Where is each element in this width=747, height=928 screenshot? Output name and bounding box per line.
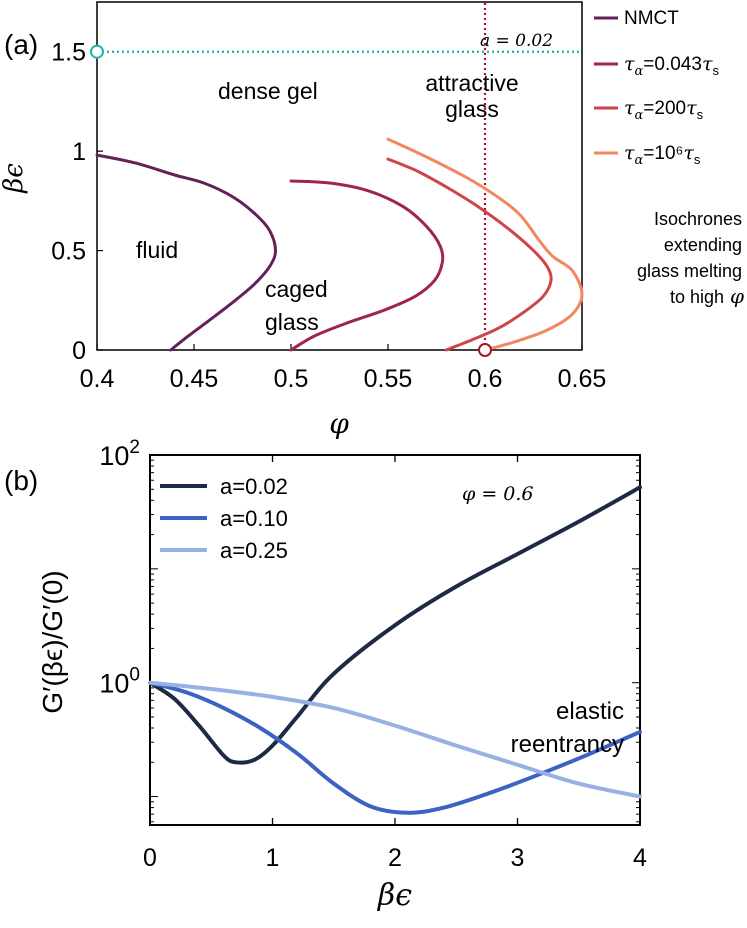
reentrancy-label: reentrancy — [511, 731, 624, 758]
a-legend-label: NMCT — [624, 8, 679, 29]
panel-b-y-ticks: 100 102 — [99, 437, 640, 823]
panel-a-frame — [96, 1, 583, 351]
caged-label: caged — [265, 276, 328, 302]
a-series-line-2 — [386, 157, 553, 352]
b-x-tick-label: 3 — [511, 844, 525, 872]
a-y-tick-label: 1 — [72, 138, 86, 166]
attractive-glass-label: glass — [445, 96, 499, 122]
panel-b-x-axis-label: βϵ — [377, 878, 412, 913]
b-series-line-2 — [148, 680, 642, 799]
panel-a: (a) 0.4 0.45 0.5 0.55 0.6 0.65 0 0.5 1 1.5 a = 0… — [0, 1, 744, 440]
caged-glass-label: glass — [265, 309, 319, 335]
panel-a-series — [95, 137, 584, 352]
b-legend-label: a=0.10 — [220, 506, 288, 531]
b-x-tick-label: 0 — [143, 844, 157, 872]
b-y-tick-label: 102 — [99, 437, 140, 471]
a-x-tick-label: 0.4 — [80, 365, 115, 393]
panel-a-x-axis-label: φ — [329, 407, 349, 440]
panel-b-y-axis-label: G′(βϵ)/G′(0) — [37, 570, 68, 713]
isochrones-note-4: to high — [670, 287, 724, 307]
panel-a-guides — [97, 2, 582, 350]
isochrones-note-phi: φ — [730, 284, 744, 308]
a-x-tick-label: 0.45 — [170, 365, 219, 393]
panel-a-legend: NMCT τα=0.043τs τα=200τs τα=10⁶τs — [594, 8, 719, 168]
a-series-line-3 — [386, 137, 584, 352]
panel-a-y-axis-label: βϵ — [0, 163, 29, 194]
panel-b-legend: a=0.02 a=0.10 a=0.25 — [160, 474, 288, 563]
a-value-annotation: a = 0.02 — [480, 31, 553, 51]
a-series-line-0 — [95, 153, 278, 352]
isochrones-note-1: Isochrones — [654, 209, 742, 229]
panel-a-label: (a) — [4, 29, 38, 60]
phi-annotation: φ = 0.6 — [462, 483, 534, 505]
a-x-tick-label: 0.5 — [274, 365, 309, 393]
a-x-tick-label: 0.55 — [364, 365, 413, 393]
dense-gel-label: dense gel — [218, 78, 318, 104]
a-legend-label: τα=0.043τs — [624, 53, 719, 79]
isochrones-note-3: glass melting — [637, 261, 742, 281]
b-series-line-0 — [148, 485, 642, 765]
panel-a-y-ticks: 0 0.5 1 1.5 — [51, 39, 103, 365]
panel-a-markers — [90, 44, 492, 357]
a-legend-label: τα=10⁶τs — [624, 142, 701, 168]
elastic-label: elastic — [556, 698, 624, 725]
panel-b-x-ticks: 0 1 2 3 4 — [143, 455, 647, 872]
a-legend-label: τα=200τs — [624, 97, 704, 123]
a-x-tick-label: 0.6 — [468, 365, 503, 393]
a-x-tick-label: 0.65 — [558, 365, 607, 393]
a-y-tick-label: 0 — [72, 337, 86, 365]
a-series-line-1 — [289, 179, 445, 352]
a-marker-circle-0 — [90, 44, 104, 59]
a-y-tick-label: 0.5 — [51, 238, 86, 266]
a-y-tick-label: 1.5 — [51, 39, 86, 67]
panel-a-x-ticks: 0.4 0.45 0.5 0.55 0.6 0.65 — [80, 344, 607, 393]
b-legend-label: a=0.02 — [220, 474, 288, 499]
b-x-tick-label: 2 — [388, 844, 402, 872]
b-x-tick-label: 4 — [633, 844, 647, 872]
b-legend-label: a=0.25 — [220, 538, 288, 563]
attractive-label: attractive — [425, 70, 518, 96]
b-y-tick-label: 100 — [99, 665, 140, 699]
a-marker-circle-1 — [478, 343, 492, 357]
panel-b-label: (b) — [4, 465, 38, 496]
b-x-tick-label: 1 — [266, 844, 280, 872]
isochrones-note-2: extending — [664, 235, 742, 255]
panel-b-series — [148, 485, 642, 815]
fluid-label: fluid — [136, 237, 178, 263]
panel-b: (b) 0 1 2 3 4 100 102 a=0.02 a=0.10 a=0.25 φ = … — [4, 437, 647, 913]
